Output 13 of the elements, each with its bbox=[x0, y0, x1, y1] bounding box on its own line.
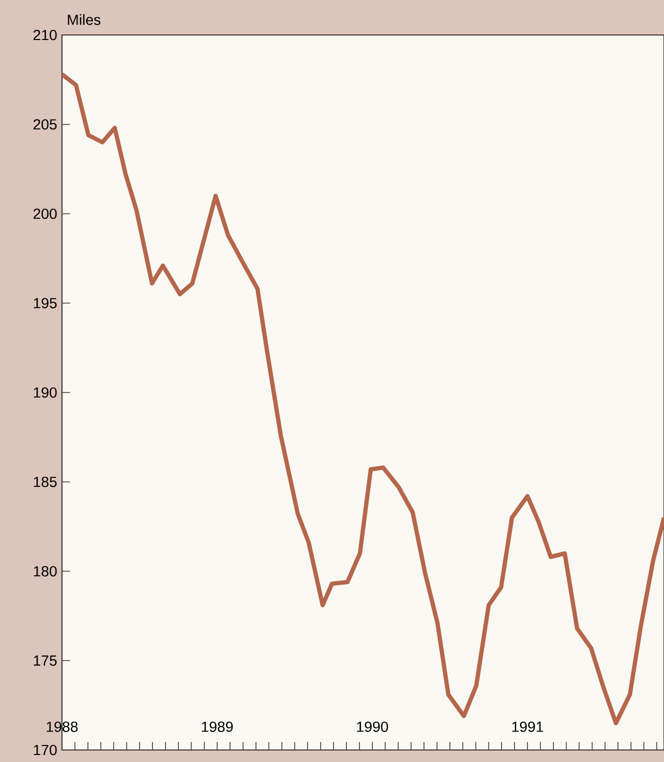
y-tick-label: 195 bbox=[34, 298, 57, 308]
x-tick-label: 1989 bbox=[202, 722, 233, 732]
x-tick-label: 1991 bbox=[512, 722, 544, 732]
y-tick-label: 205 bbox=[34, 119, 57, 130]
y-tick-label: 190 bbox=[34, 387, 57, 398]
y-tick-label: 170 bbox=[34, 744, 57, 756]
y-tick-label: 200 bbox=[34, 208, 57, 219]
y-axis-title: Miles bbox=[68, 14, 100, 25]
y-tick-label: 185 bbox=[34, 476, 57, 488]
y-tick-label: 180 bbox=[34, 566, 57, 576]
y-tick-label: 175 bbox=[34, 656, 57, 666]
y-tick-label: 210 bbox=[34, 30, 57, 40]
x-tick-label: 1990 bbox=[357, 722, 388, 732]
